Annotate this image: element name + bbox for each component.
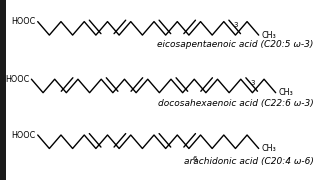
Text: HOOC: HOOC xyxy=(11,130,36,140)
Text: eicosapentaenoic acid (C20:5 ω-3): eicosapentaenoic acid (C20:5 ω-3) xyxy=(157,40,314,49)
Text: 3: 3 xyxy=(250,80,255,86)
Text: HOOC: HOOC xyxy=(5,75,29,84)
Text: CH₃: CH₃ xyxy=(261,144,276,153)
Text: CH₃: CH₃ xyxy=(278,88,293,97)
Text: CH₃: CH₃ xyxy=(261,31,276,40)
Text: 6: 6 xyxy=(193,156,197,162)
Text: 3: 3 xyxy=(233,22,238,28)
Text: HOOC: HOOC xyxy=(11,17,36,26)
Text: arachidonic acid (C20:4 ω-6): arachidonic acid (C20:4 ω-6) xyxy=(184,157,314,166)
Text: docosahexaenoic acid (C22:6 ω-3): docosahexaenoic acid (C22:6 ω-3) xyxy=(158,99,314,108)
